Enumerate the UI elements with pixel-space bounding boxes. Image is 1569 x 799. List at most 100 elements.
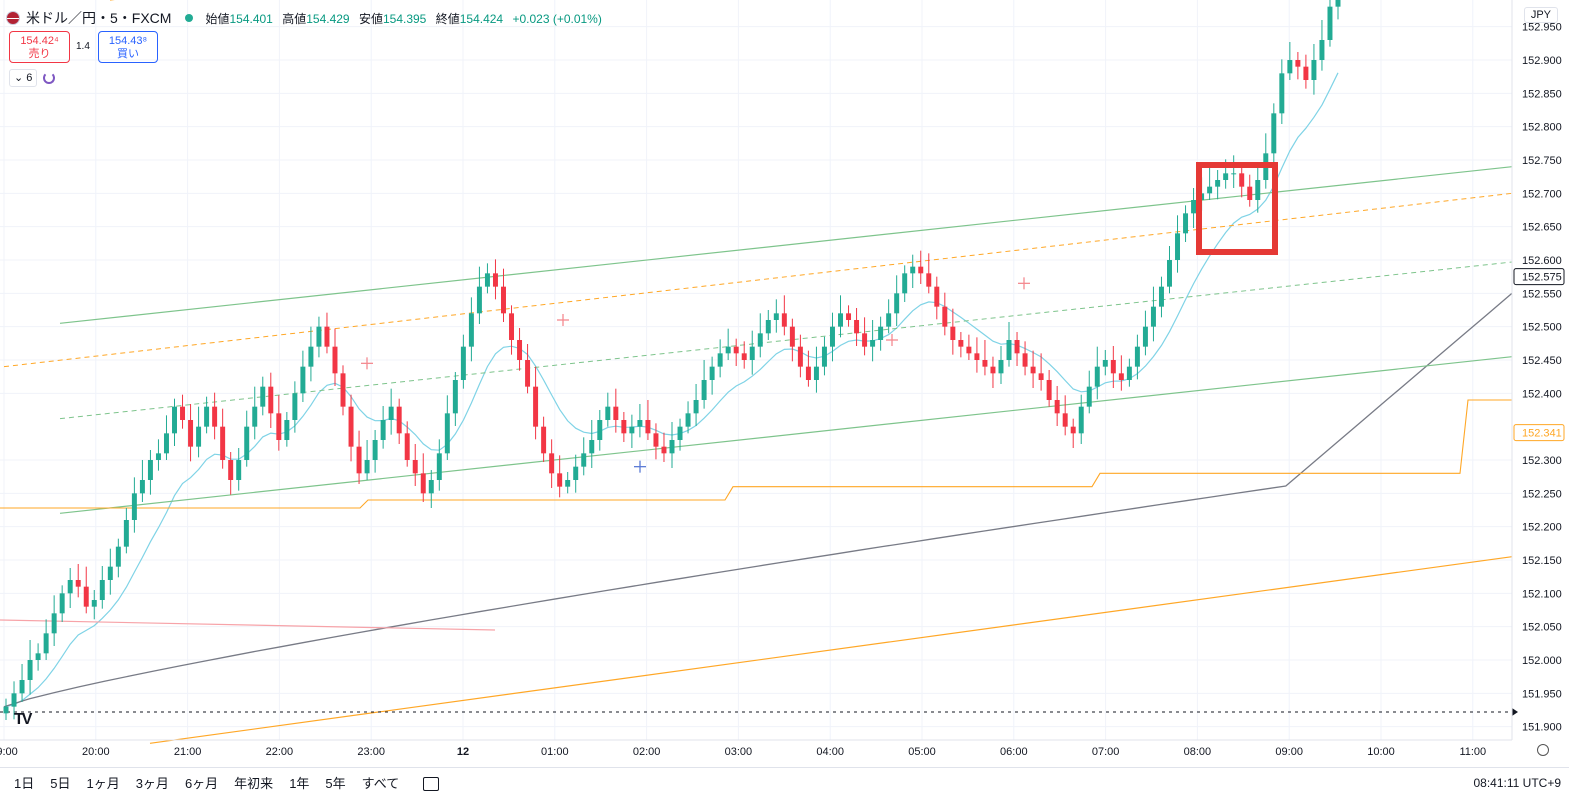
spread-value: 1.4 (76, 41, 90, 52)
candle (629, 414, 635, 448)
candle-body (420, 473, 426, 494)
candle (701, 360, 707, 409)
clock[interactable]: 08:41:11 UTC+9 (1473, 776, 1562, 790)
candle (821, 336, 827, 376)
candle (1094, 346, 1100, 400)
range-1d[interactable]: 1日 (14, 776, 35, 791)
range-5d[interactable]: 5日 (50, 776, 71, 791)
candle (468, 297, 474, 362)
candle-body (926, 273, 932, 287)
candle (838, 295, 843, 338)
candle-body (1279, 73, 1285, 114)
candle-body (340, 373, 346, 407)
candle (789, 318, 795, 362)
settings-gear-icon[interactable] (1537, 744, 1549, 756)
range-6m[interactable]: 6ヶ月 (184, 776, 219, 791)
candle-body (300, 366, 306, 394)
candle-body (1335, 0, 1341, 7)
candle-body (163, 433, 169, 454)
range-5y[interactable]: 5年 (325, 776, 346, 791)
candle (862, 317, 868, 356)
time-tick-label: 21:00 (174, 746, 202, 758)
candle (35, 643, 41, 671)
candle (918, 250, 924, 284)
candle-body (115, 546, 121, 567)
sell-label: 売り (28, 48, 51, 60)
candle-body (1158, 286, 1164, 307)
range-all[interactable]: すべて (361, 776, 400, 791)
price-label-text: 152.575 (1522, 272, 1562, 284)
candle (300, 350, 306, 402)
candle (1319, 20, 1325, 71)
range-1m[interactable]: 1ヶ月 (86, 776, 120, 791)
highlight-box (1196, 162, 1278, 255)
candle-body (846, 313, 852, 320)
price-chart[interactable]: 152.950 152.900 152.850 152.800 152.750 152.7… (0, 0, 1569, 766)
candle-body (829, 326, 835, 347)
candle-body (597, 420, 603, 440)
price-tick-label: 152.000 (1522, 655, 1562, 667)
currency-button[interactable]: JPY (1523, 7, 1558, 23)
candle (725, 328, 731, 360)
candle-body (188, 420, 194, 447)
calendar-icon[interactable] (423, 776, 440, 791)
candle-body (1231, 173, 1237, 175)
candle-body (196, 426, 202, 447)
candle (773, 299, 779, 333)
candle (565, 472, 571, 494)
sync-icon[interactable] (43, 72, 56, 84)
candle-body (733, 346, 739, 354)
candle-body (765, 320, 771, 334)
range-ytd[interactable]: 年初来 (234, 776, 274, 791)
candle-body (1183, 213, 1189, 234)
range-3m[interactable]: 3ヶ月 (135, 776, 169, 791)
candle (147, 450, 153, 495)
price-axis[interactable]: 152.950 152.900 152.850 152.800 152.750 152.7… (1513, 22, 1565, 734)
candle-body (468, 313, 474, 347)
candle (1142, 310, 1148, 356)
price-label-box (1513, 268, 1565, 286)
candle-body (1142, 326, 1148, 347)
candle (1086, 370, 1092, 414)
candle-body (637, 420, 643, 427)
candle (573, 454, 579, 493)
candle (1279, 59, 1285, 124)
candle (902, 265, 908, 302)
candle (1070, 418, 1076, 448)
candle-body (1126, 366, 1132, 380)
sell-button[interactable]: 154.42⁴ 売り (9, 31, 70, 63)
indicator-toggle[interactable]: ⌄ 6 (9, 69, 56, 87)
candle-body (1110, 360, 1116, 374)
candle-body (428, 480, 434, 494)
candle-body (525, 360, 531, 387)
candle-body (292, 393, 298, 420)
indicator-count[interactable]: ⌄ 6 (9, 69, 38, 87)
candle-body (741, 353, 747, 360)
price-tick-label: 152.100 (1522, 588, 1562, 600)
time-tick-label: 09:00 (1275, 746, 1303, 758)
candle (1134, 334, 1140, 380)
candle (813, 346, 819, 393)
candle (1215, 170, 1221, 200)
candle-body (1046, 380, 1052, 400)
candle (1126, 358, 1132, 387)
tradingview-logo-icon[interactable]: TV (14, 711, 33, 728)
candle-body (1207, 186, 1213, 194)
time-tick-label: 22:00 (266, 746, 294, 758)
time-axis[interactable]: 19:00 20:00 21:00 22:00 23:00 12 01:00 02:00 03:… (0, 746, 1486, 758)
candle (693, 384, 699, 426)
candle-body (581, 453, 587, 467)
candle-body (1134, 346, 1140, 367)
symbol-title[interactable]: 米ドル／円・5・FXCM (26, 10, 172, 26)
candle (1046, 370, 1052, 407)
range-1y[interactable]: 1年 (289, 776, 310, 791)
candle (878, 316, 884, 351)
candle-body (228, 460, 234, 480)
candle-body (492, 273, 498, 287)
candle-body (316, 326, 322, 347)
candle-body (1327, 6, 1333, 40)
candle (1062, 395, 1068, 436)
grid (0, 0, 1512, 740)
buy-button[interactable]: 154.43⁸ 買い (98, 31, 158, 63)
price-tick-label: 152.500 (1522, 322, 1562, 334)
